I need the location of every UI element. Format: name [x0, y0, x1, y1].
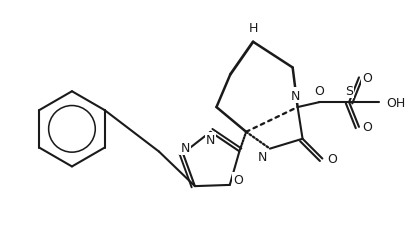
- Text: N: N: [180, 141, 189, 154]
- Text: N: N: [257, 150, 266, 163]
- Text: S: S: [344, 84, 352, 97]
- Text: O: O: [326, 152, 336, 165]
- Text: OH: OH: [386, 96, 405, 109]
- Text: H: H: [248, 22, 257, 35]
- Text: N: N: [290, 89, 299, 102]
- Text: O: O: [314, 84, 324, 97]
- Text: N: N: [205, 134, 215, 147]
- Text: O: O: [361, 72, 371, 85]
- Text: O: O: [361, 121, 371, 134]
- Text: O: O: [232, 174, 242, 187]
